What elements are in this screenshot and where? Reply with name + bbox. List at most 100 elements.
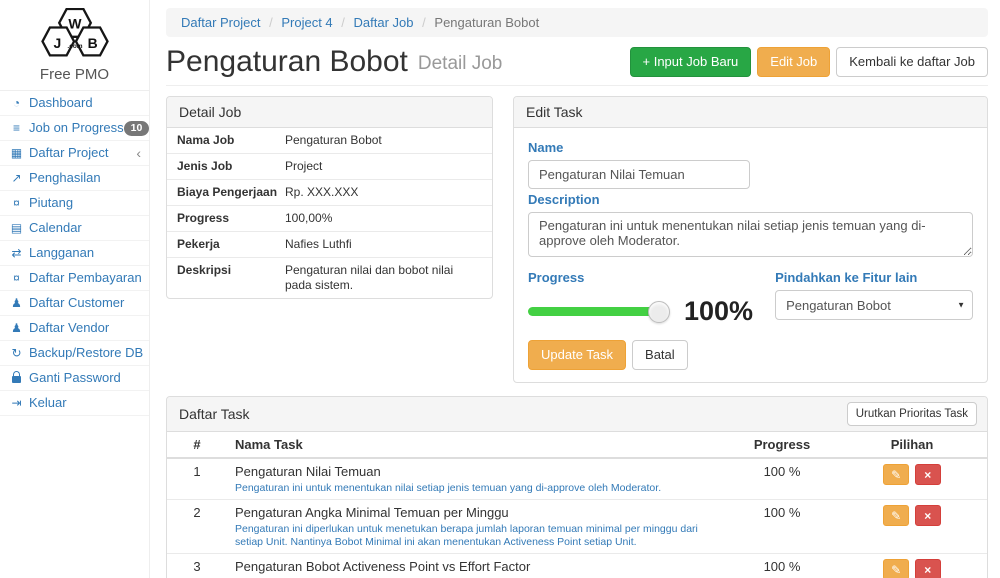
sidebar-item-label: Ganti Password [29,370,121,385]
delete-task-icon-button[interactable]: × [914,464,941,485]
task-table: # Nama Task Progress Pilihan 1 Pengatura… [167,432,987,578]
table-row: 1 Pengaturan Nilai Temuan Pengaturan ini… [167,458,987,500]
sidebar-item-daftar-customer[interactable]: ♟ Daftar Customer [0,291,149,316]
svg-text:B: B [87,35,97,51]
chevron-down-icon: ▼ [957,300,965,310]
edit-task-panel: Edit Task Name Description Pengaturan in… [513,96,988,383]
detail-value: Pengaturan Bobot [285,133,382,147]
task-progress: 100 % [727,499,837,554]
progress-slider[interactable] [528,300,670,323]
sidebar-item-ganti-password[interactable]: Ganti Password [0,366,149,391]
edit-task-panel-title: Edit Task [514,97,987,128]
detail-label: Progress [177,211,230,225]
sidebar-item-label: Calendar [29,220,82,235]
task-number: 1 [193,464,201,479]
close-icon: × [924,563,932,577]
column-header-pilihan: Pilihan [837,432,987,459]
task-description: Pengaturan ini untuk menentukan nilai se… [235,482,662,494]
daftar-task-panel: Daftar Task Urutkan Prioritas Task # Nam… [166,396,988,578]
slider-handle[interactable] [648,300,670,323]
close-icon: × [924,468,932,482]
detail-value: 100,00% [285,211,333,225]
pencil-icon: ✎ [891,468,902,482]
app-name: Free PMO [39,66,110,83]
edit-task-icon-button[interactable]: ✎ [883,505,910,526]
progress-label: Progress [528,270,585,285]
breadcrumb-link-daftar-job[interactable]: Daftar Job [353,15,414,30]
task-description-textarea[interactable]: Pengaturan ini untuk menentukan nilai se… [528,212,973,257]
svg-text:.com: .com [67,43,82,50]
task-name-input[interactable] [528,160,750,189]
detail-value: Pengaturan nilai dan bobot nilai pada si… [285,263,454,292]
progress-percent-value: 100% [684,296,754,326]
detail-job-table: Nama Job Pengaturan Bobot Jenis Job Proj… [167,128,492,298]
calendar-icon: ▤ [10,221,23,235]
detail-row: Deskripsi Pengaturan nilai dan bobot nil… [167,258,492,298]
detail-value: Project [285,159,323,173]
edit-task-icon-button[interactable]: ✎ [883,464,910,485]
sidebar-item-dashboard[interactable]: ◔ Dashboard [0,91,149,116]
chevron-left-icon: ‹ [136,145,141,161]
input-job-baru-button[interactable]: + Input Job Baru [629,47,752,77]
delete-task-icon-button[interactable]: × [914,559,941,578]
description-label: Description [528,192,600,207]
sidebar-item-langganan[interactable]: ⇄ Langganan [0,241,149,266]
task-progress: 100 % [727,553,837,578]
detail-value: Rp. XXX.XXX [285,185,359,199]
kembali-ke-daftar-job-button[interactable]: Kembali ke daftar Job [836,47,988,77]
sidebar-item-penghasilan[interactable]: ↗ Penghasilan [0,166,149,191]
sidebar-item-job-on-progress[interactable]: ≡ Job on Progress 10 [0,116,150,141]
update-task-button[interactable]: Update Task [528,340,627,370]
header-divider [166,85,988,86]
sidebar: W J B .com Free PMO ◔ Dashboard ≡ Job on… [0,0,150,578]
detail-job-panel-title: Detail Job [167,97,492,128]
logo-block[interactable]: W J B .com Free PMO [0,0,149,91]
header-buttons: + Input Job Baru Edit Job Kembali ke daf… [629,47,988,77]
move-feature-select[interactable]: Pengaturan Bobot ▼ [775,290,973,320]
sidebar-item-daftar-project[interactable]: ▦ Daftar Project ‹ [0,141,149,166]
dashboard-icon: ◔ [12,96,21,110]
sidebar-item-daftar-vendor[interactable]: ♟ Daftar Vendor [0,316,149,341]
breadcrumb: Daftar Project / Project 4 / Daftar Job … [166,8,988,37]
sidebar-item-daftar-pembayaran[interactable]: ¤ Daftar Pembayaran [0,266,149,291]
refresh-icon: ↻ [11,346,22,360]
breadcrumb-current: Pengaturan Bobot [434,15,540,30]
batal-button[interactable]: Batal [632,340,688,370]
sidebar-item-label: Daftar Vendor [29,320,110,335]
money-icon: ¤ [13,196,20,210]
sidebar-item-label: Dashboard [29,95,93,110]
page-header: Pengaturan Bobot Detail Job + Input Job … [166,45,988,79]
breadcrumb-separator: / [422,15,426,30]
edit-job-button[interactable]: Edit Job [757,47,831,77]
sidebar-item-backup-restore[interactable]: ↻ Backup/Restore DB [0,341,149,366]
sidebar-item-label: Daftar Project [29,145,109,160]
breadcrumb-separator: / [341,15,345,30]
detail-label: Nama Job [177,133,235,147]
lock-icon [8,370,25,386]
name-label: Name [528,140,564,155]
sidebar-item-label: Job on Progress [29,120,124,135]
pencil-icon: ✎ [891,509,902,523]
move-feature-selected-value: Pengaturan Bobot [775,290,973,320]
task-number: 2 [167,499,227,554]
repeat-icon: ⇄ [11,246,22,260]
delete-task-icon-button[interactable]: × [914,505,941,526]
breadcrumb-link-daftar-project[interactable]: Daftar Project [181,15,261,30]
sidebar-item-calendar[interactable]: ▤ Calendar [0,216,149,241]
task-progress: 100 % [763,464,801,479]
detail-row: Progress 100,00% [167,206,492,232]
sidebar-item-keluar[interactable]: ⇥ Keluar [0,391,149,416]
money-icon: ¤ [13,271,20,285]
users-icon: ♟ [11,321,22,335]
task-name: Pengaturan Angka Minimal Temuan per Ming… [235,505,509,520]
page-subtitle: Detail Job [417,53,503,74]
breadcrumb-link-project-4[interactable]: Project 4 [281,15,333,30]
detail-row: Nama Job Pengaturan Bobot [167,128,492,154]
detail-label: Jenis Job [177,159,233,173]
edit-task-icon-button[interactable]: ✎ [883,559,910,578]
chart-icon: ↗ [11,171,22,185]
sidebar-item-piutang[interactable]: ¤ Piutang [0,191,149,216]
detail-row: Pekerja Nafies Luthfi [167,232,492,258]
urutkan-prioritas-task-button-top[interactable]: Urutkan Prioritas Task [846,402,977,426]
